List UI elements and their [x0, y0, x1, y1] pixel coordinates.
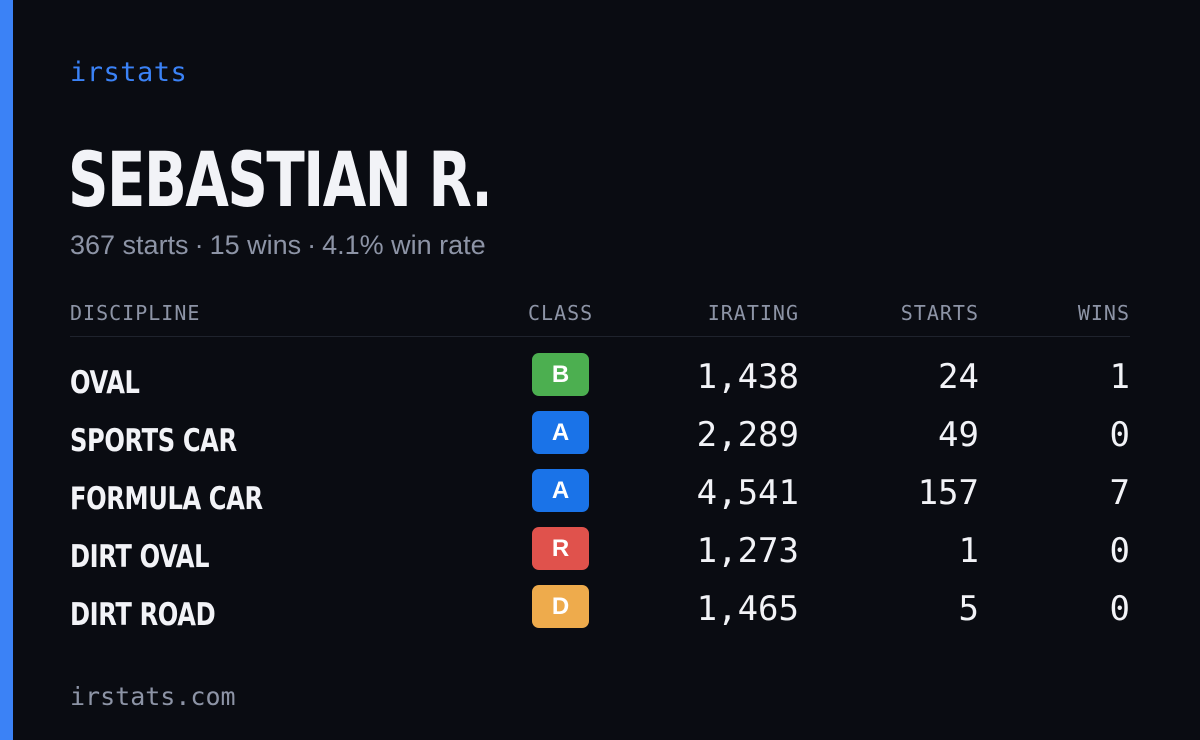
row-discipline: OVAL [70, 365, 140, 401]
row-irating: 4,541 [696, 473, 799, 513]
row-irating: 1,438 [696, 357, 799, 397]
row-starts: 24 [938, 357, 979, 397]
brand-logo: irstats [70, 57, 188, 88]
table-body: OVAL B 1,438 24 1 SPORTS CAR A 2,289 49 … [70, 353, 1130, 643]
license-table: DISCIPLINE CLASS IRATING STARTS WINS OVA… [70, 298, 1130, 643]
row-wins: 1 [1109, 357, 1130, 397]
table-row: DIRT ROAD D 1,465 5 0 [70, 585, 1130, 643]
summary-win-rate: 4.1% win rate [322, 230, 486, 260]
row-starts: 1 [958, 531, 979, 571]
row-starts: 5 [958, 589, 979, 629]
header-starts: STARTS [900, 301, 979, 325]
row-starts: 49 [938, 415, 979, 455]
row-wins: 0 [1109, 589, 1130, 629]
header-class: CLASS [528, 301, 594, 325]
summary-starts: 367 starts [70, 230, 189, 260]
row-wins: 0 [1109, 531, 1130, 571]
header-discipline: DISCIPLINE [70, 301, 201, 325]
summary-separator: · [307, 230, 317, 260]
row-discipline: DIRT OVAL [70, 539, 210, 575]
row-discipline: DIRT ROAD [70, 597, 216, 633]
header-irating: IRATING [707, 301, 799, 325]
row-wins: 7 [1109, 473, 1130, 513]
license-class-badge: R [532, 527, 589, 570]
row-discipline: SPORTS CAR [70, 423, 237, 459]
row-irating: 2,289 [696, 415, 799, 455]
row-discipline: FORMULA CAR [70, 481, 263, 517]
row-irating: 1,273 [696, 531, 799, 571]
license-class-badge: D [532, 585, 589, 628]
license-class-badge: B [532, 353, 589, 396]
table-header: DISCIPLINE CLASS IRATING STARTS WINS [70, 298, 1130, 337]
row-starts: 157 [917, 473, 979, 513]
header-wins: WINS [1077, 301, 1130, 325]
driver-name: SEBASTIAN R. [68, 135, 493, 224]
license-class-badge: A [532, 411, 589, 454]
summary-separator: · [194, 230, 204, 260]
table-row: OVAL B 1,438 24 1 [70, 353, 1130, 411]
row-irating: 1,465 [696, 589, 799, 629]
driver-summary: 367 starts · 15 wins · 4.1% win rate [70, 228, 486, 262]
license-class-badge: A [532, 469, 589, 512]
table-row: DIRT OVAL R 1,273 1 0 [70, 527, 1130, 585]
row-wins: 0 [1109, 415, 1130, 455]
summary-wins: 15 wins [209, 230, 302, 260]
footer-url: irstats.com [70, 682, 236, 711]
table-row: FORMULA CAR A 4,541 157 7 [70, 469, 1130, 527]
table-row: SPORTS CAR A 2,289 49 0 [70, 411, 1130, 469]
accent-bar [0, 0, 13, 740]
